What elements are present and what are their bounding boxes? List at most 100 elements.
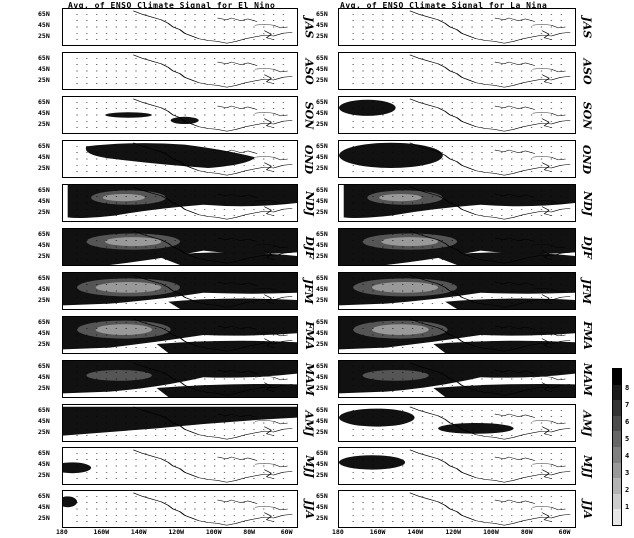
- map-panel-aso-la-nina: [338, 52, 576, 90]
- lat-label: 65N: [38, 143, 50, 150]
- lat-label: 65N: [316, 55, 328, 62]
- season-label: OND: [578, 140, 596, 178]
- signal-region: [86, 143, 255, 168]
- map-panel-aso-el-nino: [62, 52, 298, 90]
- map-panel-ndj-el-nino: [62, 184, 298, 222]
- lat-label: 45N: [316, 504, 328, 511]
- lat-label: 25N: [38, 385, 50, 392]
- lat-label: 45N: [316, 66, 328, 73]
- lat-label: 65N: [38, 319, 50, 326]
- lat-label: 65N: [38, 363, 50, 370]
- colorbar-tick-label: 2: [625, 486, 629, 494]
- colorbar-tick-label: 7: [625, 401, 629, 409]
- map-svg: [63, 273, 297, 309]
- signal-region: [445, 299, 575, 309]
- lat-label: 25N: [38, 297, 50, 304]
- lat-label: 25N: [316, 165, 328, 172]
- season-label: SON: [578, 96, 596, 134]
- map-panel-jas-el-nino: [62, 8, 298, 46]
- signal-region: [339, 100, 396, 116]
- lat-label: 65N: [316, 450, 328, 457]
- colorbar-swatch: [613, 369, 621, 385]
- great-lakes: [495, 414, 566, 424]
- lat-label: 65N: [316, 407, 328, 414]
- map-panel-amj-la-nina: [338, 404, 576, 442]
- signal-region: [171, 117, 199, 124]
- map-svg: [339, 317, 575, 353]
- great-lakes: [495, 18, 566, 28]
- lat-label: 45N: [38, 110, 50, 117]
- map-panel-djf-la-nina: [338, 228, 576, 266]
- colorbar-swatch: [613, 494, 621, 510]
- season-label: AMJ: [578, 404, 596, 442]
- season-label: MJJ: [578, 447, 596, 485]
- lat-label: 45N: [316, 242, 328, 249]
- map-panel-son-el-nino: [62, 96, 298, 134]
- map-panel-jja-el-nino: [62, 490, 298, 528]
- lat-label: 65N: [38, 187, 50, 194]
- lat-label: 25N: [316, 33, 328, 40]
- season-label: JFM: [578, 272, 596, 310]
- signal-region: [96, 324, 152, 335]
- lat-label: 25N: [316, 297, 328, 304]
- map-panel-fma-la-nina: [338, 316, 576, 354]
- colorbar-swatch: [613, 447, 621, 463]
- great-lakes: [495, 500, 566, 510]
- great-lakes: [217, 62, 287, 72]
- lat-label: 25N: [316, 429, 328, 436]
- lat-label: 45N: [38, 22, 50, 29]
- map-svg: [339, 97, 575, 133]
- lat-label: 25N: [316, 209, 328, 216]
- lat-label: 25N: [38, 253, 50, 260]
- lat-label: 45N: [38, 198, 50, 205]
- colorbar-tick-label: 1: [625, 503, 629, 511]
- lat-label: 65N: [316, 187, 328, 194]
- season-label: NDJ: [578, 184, 596, 222]
- lat-label: 45N: [38, 374, 50, 381]
- map-panel-mam-el-nino: [62, 360, 298, 398]
- colorbar-swatch: [613, 463, 621, 479]
- season-label: JJA: [578, 490, 596, 528]
- lat-label: 25N: [38, 33, 50, 40]
- lat-label: 65N: [38, 55, 50, 62]
- colorbar: [612, 368, 622, 526]
- season-label: FMA: [578, 316, 596, 354]
- signal-region: [339, 409, 415, 427]
- map-panel-ond-el-nino: [62, 140, 298, 178]
- lat-label: 45N: [38, 418, 50, 425]
- lon-label: 100W: [483, 528, 499, 536]
- season-label: MAM: [578, 360, 596, 398]
- map-svg: [63, 185, 297, 221]
- lat-label: 45N: [38, 504, 50, 511]
- map-panel-ond-la-nina: [338, 140, 576, 178]
- lat-label: 25N: [316, 341, 328, 348]
- lat-label: 65N: [38, 275, 50, 282]
- lat-label: 45N: [316, 374, 328, 381]
- signal-region: [372, 282, 438, 293]
- lat-label: 25N: [316, 472, 328, 479]
- lon-label: 100W: [206, 528, 222, 536]
- lat-label: 65N: [38, 407, 50, 414]
- lat-label: 45N: [316, 198, 328, 205]
- signal-region: [105, 237, 161, 246]
- lat-label: 25N: [316, 121, 328, 128]
- colorbar-tick-label: 6: [625, 418, 629, 426]
- season-label: DJF: [578, 228, 596, 266]
- lon-label: 80W: [243, 528, 255, 536]
- map-panel-jfm-la-nina: [338, 272, 576, 310]
- map-svg: [63, 448, 297, 484]
- map-svg: [339, 185, 575, 221]
- lat-label: 65N: [316, 99, 328, 106]
- map-panel-jfm-el-nino: [62, 272, 298, 310]
- lat-label: 45N: [316, 461, 328, 468]
- lat-label: 25N: [38, 165, 50, 172]
- colorbar-swatch: [613, 400, 621, 416]
- colorbar-swatch: [613, 509, 621, 525]
- lon-label: 60W: [281, 528, 293, 536]
- map-panel-son-la-nina: [338, 96, 576, 134]
- lon-label: 180: [332, 528, 344, 536]
- map-svg: [63, 317, 297, 353]
- lon-label: 140W: [408, 528, 424, 536]
- map-panel-ndj-la-nina: [338, 184, 576, 222]
- great-lakes: [217, 18, 287, 28]
